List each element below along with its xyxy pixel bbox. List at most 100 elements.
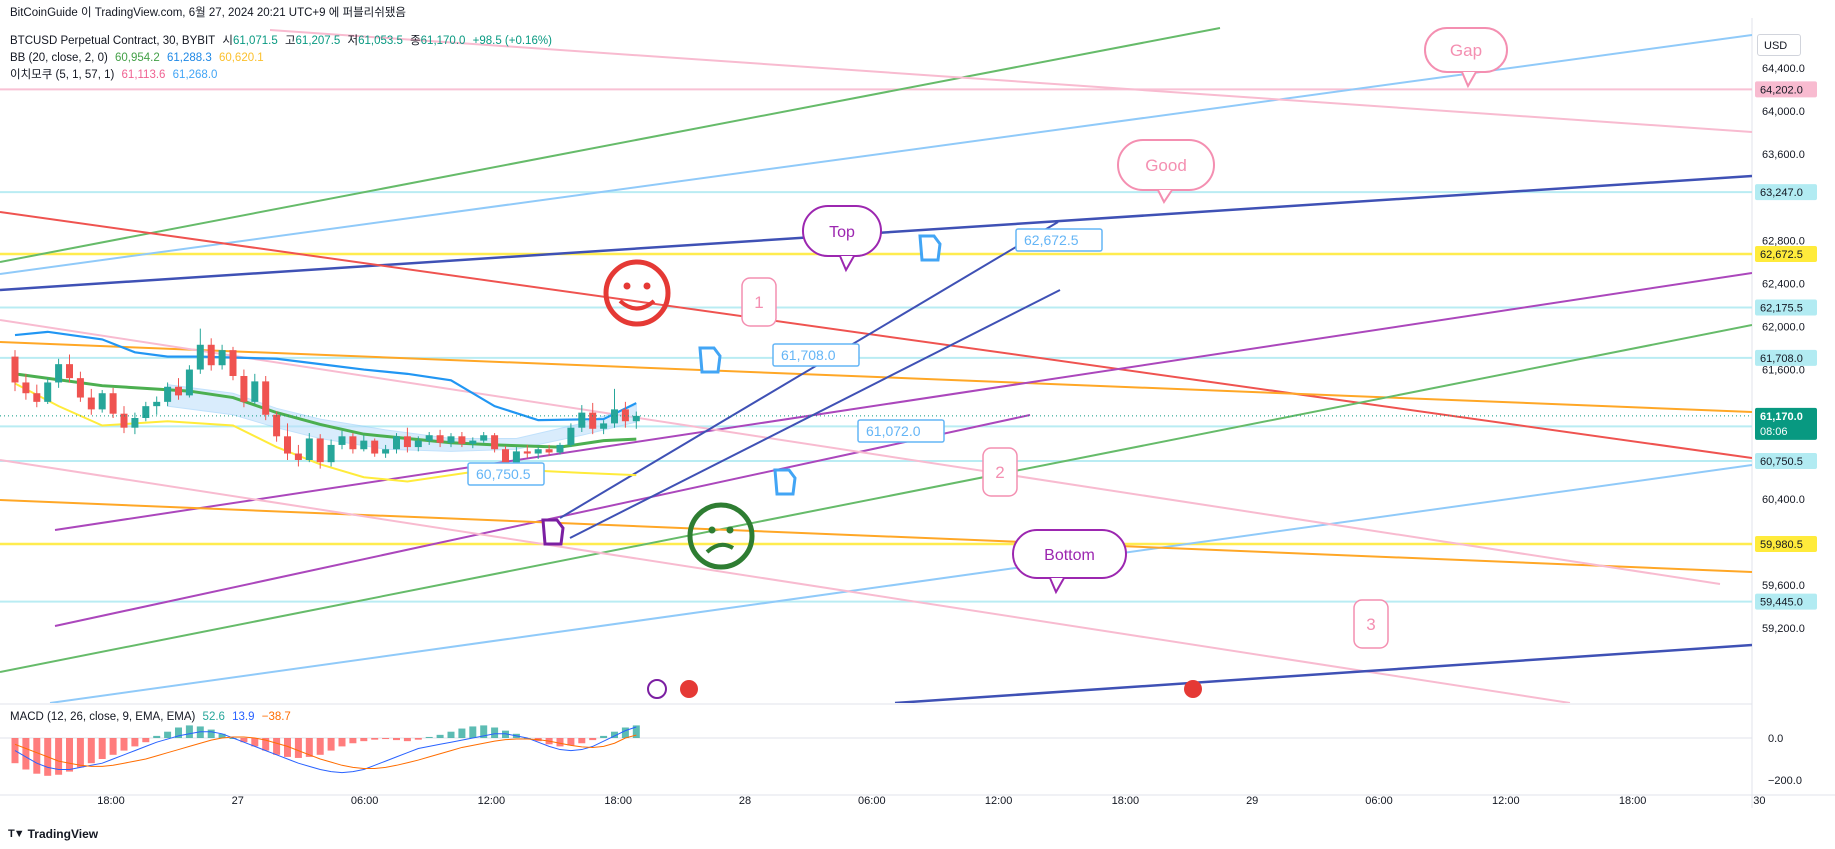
candle-body <box>512 451 520 467</box>
current-price-tag-bg <box>1755 407 1817 440</box>
y-tick-label: 63,600.0 <box>1762 149 1805 161</box>
candle-body <box>316 438 324 463</box>
price-label-box <box>1015 228 1103 252</box>
candle-body <box>491 435 499 450</box>
hand-pointer-icon <box>773 468 797 496</box>
macd-histogram-bar <box>480 725 488 738</box>
macd-histogram-bar <box>436 734 444 738</box>
macd-histogram-bar <box>284 738 291 757</box>
macd-label[interactable]: MACD (12, 26, close, 9, EMA, EMA) <box>10 711 196 723</box>
macd-hist-value: 52.6 <box>202 711 225 723</box>
candle-body <box>218 350 226 366</box>
price-label-box <box>467 462 545 486</box>
bb-lower-value: 60,620.1 <box>218 52 264 64</box>
bb-upper-value: 61,288.3 <box>166 52 212 64</box>
candle-body <box>87 397 95 410</box>
price-label-text: 60,750.5 <box>476 466 531 482</box>
legend-ichimoku-row[interactable]: 이치모쿠 (5, 1, 57, 1) 61,113.6 61,268.0 <box>10 68 221 82</box>
y-tick-label: 60,400.0 <box>1762 494 1805 506</box>
macd-histogram-bar <box>393 738 400 741</box>
macd-histogram-bar <box>305 738 313 757</box>
candle-body <box>207 344 215 366</box>
macd-histogram-bar <box>87 738 95 764</box>
candle-body <box>469 440 477 444</box>
price-tag-label: 59,980.5 <box>1760 539 1803 551</box>
price-label-text: 61,072.0 <box>866 423 921 439</box>
macd-histogram-bar <box>196 726 204 738</box>
price-tag-label: 62,175.5 <box>1760 303 1803 315</box>
bb-basis-value: 60,954.2 <box>115 52 160 64</box>
macd-histogram-bar <box>109 738 117 755</box>
macd-histogram-bar <box>403 738 411 742</box>
candle-body <box>425 435 433 441</box>
macd-histogram-bar <box>632 725 640 738</box>
candle-body <box>523 451 531 454</box>
publish-byline-text: BitCoinGuide 이 TradingView.com, 6월 27, 2… <box>10 7 406 19</box>
axes: 64,400.0 64,000.0 63,600.0 62,800.0 62,400.0… <box>97 63 1817 807</box>
price-tag-bg <box>1755 81 1817 98</box>
bb-label[interactable]: BB (20, close, 2, 0) <box>10 52 108 64</box>
x-tick-label: 06:00 <box>1365 795 1393 807</box>
candle-body <box>229 350 237 376</box>
price-tag-bg <box>1755 299 1817 316</box>
candle-body <box>240 376 248 402</box>
emoji-annotations[interactable] <box>541 234 1202 699</box>
macd-histogram-bar <box>578 738 586 744</box>
symbol-title[interactable]: BTCUSD Perpetual Contract, 30, BYBIT <box>10 35 216 47</box>
x-tick-label: 28 <box>739 795 751 807</box>
number-label-box <box>741 277 777 327</box>
candle-body <box>556 444 564 453</box>
y-tick-label: 64,000.0 <box>1762 106 1805 118</box>
ichimoku-label[interactable]: 이치모쿠 (5, 1, 57, 1) <box>10 69 115 81</box>
callout-annotations[interactable]: Gap Good Top Bottom 1 2 3 62,672.5 61,708.0 61,07… <box>467 27 1508 649</box>
macd-histogram-bar <box>556 738 564 747</box>
macd-histogram-bar <box>589 738 597 741</box>
candle-body <box>600 423 608 429</box>
sad-eye-icon <box>708 526 716 534</box>
candle-body <box>109 393 117 414</box>
trend-line <box>54 272 1752 531</box>
candle-body <box>153 401 161 407</box>
macd-histogram-bar <box>621 727 629 738</box>
candle-body <box>382 449 390 454</box>
sad-eye-icon <box>726 526 734 534</box>
x-tick-label: 12:00 <box>1492 795 1520 807</box>
tradingview-footer[interactable]: T▼ TradingView <box>8 827 98 841</box>
candle-body <box>66 364 73 379</box>
x-tick-label: 18:00 <box>1619 795 1647 807</box>
trend-line <box>0 211 1752 459</box>
trend-line <box>894 643 1752 703</box>
macd-histogram-bar <box>22 738 30 770</box>
high-label: 고 <box>284 35 296 47</box>
number-label-text: 2 <box>995 463 1004 482</box>
x-tick-label: 30 <box>1753 795 1765 807</box>
price-tag-label: 62,672.5 <box>1760 249 1803 261</box>
macd-histogram-bar <box>294 738 302 758</box>
legend-symbol-row[interactable]: BTCUSD Perpetual Contract, 30, BYBIT 시61… <box>10 34 556 48</box>
price-tag-bg <box>1755 349 1817 366</box>
x-tick-label: 18:00 <box>604 795 632 807</box>
price-tag-bg <box>1755 593 1817 610</box>
price-tag-bg <box>1755 535 1817 552</box>
macd-histogram-bar <box>66 738 73 772</box>
macd-histogram-bar <box>55 738 63 775</box>
candles-layer[interactable] <box>0 328 1752 471</box>
number-label-box <box>1353 599 1389 649</box>
x-tick-label: 18:00 <box>1112 795 1140 807</box>
trend-line <box>269 29 1752 133</box>
legend-macd-row[interactable]: MACD (12, 26, close, 9, EMA, EMA) 52.6 1… <box>10 710 295 724</box>
candle-body <box>22 382 30 394</box>
macd-histogram-bar <box>567 738 575 746</box>
callout-tail <box>839 255 855 273</box>
candle-body <box>621 409 629 422</box>
currency-selector[interactable]: USD <box>1757 34 1801 56</box>
price-tag-bg <box>1755 184 1817 201</box>
number-label-text: 1 <box>754 293 763 312</box>
trend-line <box>569 289 1061 539</box>
candle-body <box>338 436 346 445</box>
legend-bb-row[interactable]: BB (20, close, 2, 0) 60,954.2 61,288.3 6… <box>10 51 268 65</box>
macd-pane <box>0 725 1752 776</box>
macd-histogram-bar <box>98 738 106 759</box>
x-tick-label: 12:00 <box>985 795 1013 807</box>
